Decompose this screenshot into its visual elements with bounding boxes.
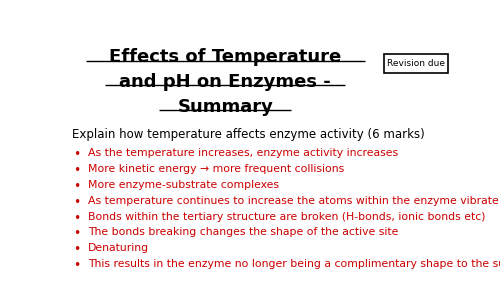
Text: The bonds breaking changes the shape of the active site: The bonds breaking changes the shape of …: [88, 227, 398, 237]
Text: Revision due: Revision due: [387, 59, 445, 68]
Text: •: •: [74, 212, 81, 225]
Text: More enzyme-substrate complexes: More enzyme-substrate complexes: [88, 180, 278, 190]
Text: •: •: [74, 227, 81, 240]
Text: As the temperature increases, enzyme activity increases: As the temperature increases, enzyme act…: [88, 148, 398, 158]
Text: Denaturing: Denaturing: [88, 243, 149, 253]
Text: Summary: Summary: [178, 98, 273, 115]
Text: As temperature continues to increase the atoms within the enzyme vibrate more: As temperature continues to increase the…: [88, 196, 500, 206]
Text: •: •: [74, 259, 81, 272]
Text: and pH on Enzymes -: and pH on Enzymes -: [120, 73, 331, 91]
Text: •: •: [74, 148, 81, 161]
FancyBboxPatch shape: [384, 54, 448, 73]
Text: This results in the enzyme no longer being a complimentary shape to the substrat: This results in the enzyme no longer bei…: [88, 259, 500, 269]
Text: More kinetic energy → more frequent collisions: More kinetic energy → more frequent coll…: [88, 164, 344, 174]
Text: •: •: [74, 243, 81, 256]
Text: •: •: [74, 164, 81, 177]
Text: Explain how temperature affects enzyme activity (6 marks): Explain how temperature affects enzyme a…: [72, 128, 425, 141]
Text: Bonds within the tertiary structure are broken (H-bonds, ionic bonds etc): Bonds within the tertiary structure are …: [88, 212, 485, 222]
Text: •: •: [74, 196, 81, 209]
Text: •: •: [74, 180, 81, 193]
Text: Effects of Temperature: Effects of Temperature: [109, 48, 342, 66]
